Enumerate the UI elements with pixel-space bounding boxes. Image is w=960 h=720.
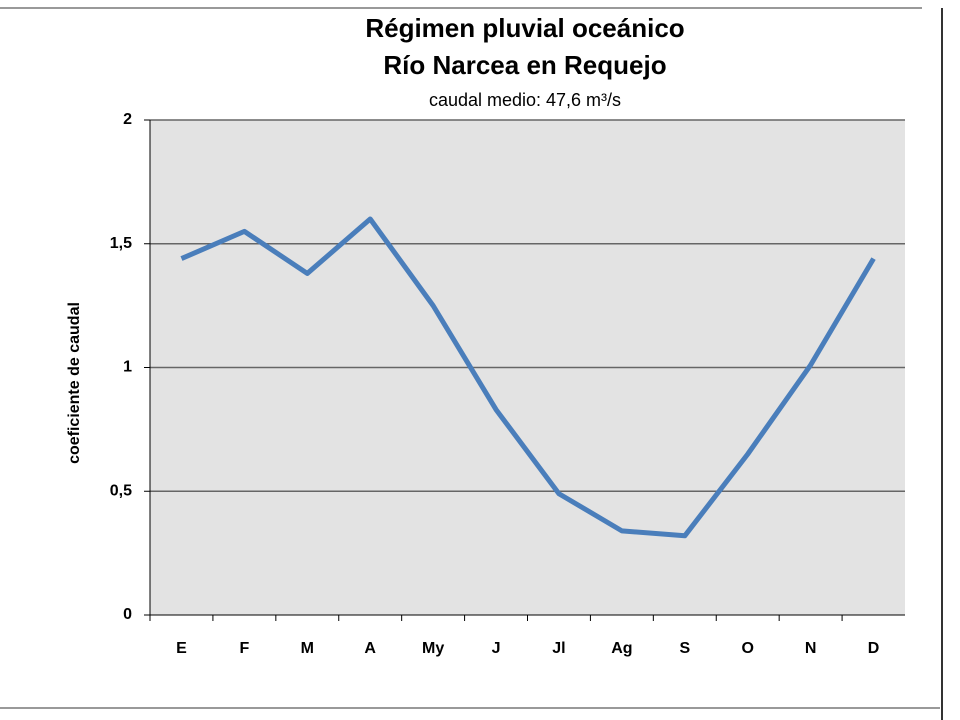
x-tick-label: Jl [552, 640, 565, 657]
y-tick-label: 0,5 [110, 482, 132, 499]
y-tick-label: 1,5 [110, 235, 132, 252]
x-tick-label: Ag [611, 640, 632, 657]
x-tick-label: M [301, 640, 314, 657]
x-tick-label: My [422, 640, 444, 657]
x-tick-label: A [364, 640, 376, 657]
x-tick-label: J [492, 640, 501, 657]
data-line [180, 216, 876, 539]
x-tick-label: N [805, 640, 817, 657]
y-tick-label: 2 [123, 111, 132, 128]
x-tick-label: D [868, 640, 880, 657]
x-tick-label: F [239, 640, 249, 657]
chart-subtitle: caudal medio: 47,6 m³/s [429, 90, 621, 110]
x-tick-label: S [679, 640, 690, 657]
chart-title: Régimen pluvial oceánico [365, 13, 684, 43]
x-tick-label: O [741, 640, 753, 657]
chart-subtitle-line: Río Narcea en Requejo [383, 50, 666, 80]
y-axis-label: coeficiente de caudal [66, 302, 83, 464]
y-tick-label: 1 [123, 359, 132, 376]
y-tick-label: 0 [123, 606, 132, 623]
x-tick-label: E [176, 640, 187, 657]
